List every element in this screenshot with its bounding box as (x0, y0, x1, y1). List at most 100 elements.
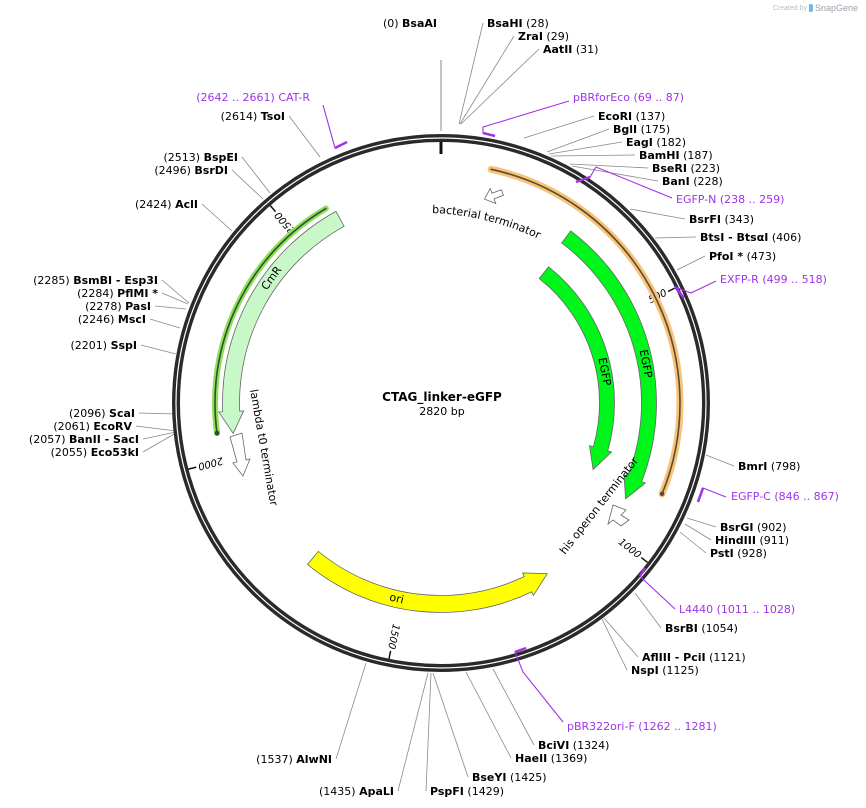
site-label: BamHI (187) (639, 149, 713, 162)
site-label: PfoI * (473) (709, 250, 776, 263)
site-psti[interactable]: PstI (928) (710, 547, 767, 560)
site-afliii[interactable]: AflIII - PciI (1121) (642, 651, 746, 664)
site-label: (2061) EcoRV (53, 420, 132, 433)
primer-label: EGFP-C (846 .. 867) (731, 490, 839, 503)
feature-cmr-line[interactable] (212, 205, 329, 437)
feature-egfp[interactable]: EGFP (538, 266, 615, 471)
site-bgli[interactable]: BglI (175) (613, 123, 670, 136)
snapgene-logo-icon (808, 4, 813, 12)
site-label: AflIII - PciI (1121) (642, 651, 746, 664)
primer-pbr322ori-f[interactable]: pBR322ori-F (1262 .. 1281) (514, 646, 717, 733)
site-label: (2278) PasI (85, 300, 151, 313)
lambda-terminator-label: lambda t0 terminator (247, 388, 280, 507)
site-bsrdi[interactable]: (2496) BsrDI (154, 164, 228, 177)
bacterial-terminator[interactable]: bacterial terminator (432, 185, 545, 242)
tick-mark (388, 650, 392, 659)
site-label: HindIII (911) (715, 534, 789, 547)
site-zrai[interactable]: ZraI (29) (518, 30, 569, 43)
site-ecori[interactable]: EcoRI (137) (598, 110, 665, 123)
site-ecorv[interactable]: (2061) EcoRV (53, 420, 132, 433)
tick-mark (640, 556, 649, 564)
site-label: (1537) AlwNI (256, 753, 332, 766)
plasmid-length: 2820 bp (419, 405, 464, 418)
site-leader-lines (135, 22, 735, 792)
primer-pbrforeco[interactable]: pBRforEco (69 .. 87) (482, 91, 684, 138)
site-bamhi[interactable]: BamHI (187) (639, 149, 713, 162)
site-bseyi[interactable]: BseYI (1425) (472, 771, 547, 784)
primer-l4440[interactable]: L4440 (1011 .. 1028) (638, 567, 795, 616)
site-pflmi[interactable]: (2284) PflMI * (77, 287, 158, 300)
site-bspei[interactable]: (2513) BspEI (164, 151, 239, 164)
site-alwni[interactable]: (1537) AlwNI (256, 753, 332, 766)
site-bsmbi[interactable]: (2285) BsmBI - Esp3I (33, 274, 158, 287)
site-label: EcoRI (137) (598, 110, 665, 123)
site-btsi[interactable]: BtsI - BtsαI (406) (700, 231, 801, 244)
site-pasi[interactable]: (2278) PasI (85, 300, 151, 313)
site-label: (0) BsaAI (383, 17, 437, 30)
site-bsrbi[interactable]: BsrBI (1054) (665, 622, 738, 635)
site-eagi[interactable]: EagI (182) (626, 136, 686, 149)
site-bsahi[interactable]: BsaHI (28) (487, 17, 549, 30)
feature-egfp[interactable]: EGFP (561, 230, 657, 500)
site-pspfi[interactable]: PspFI (1429) (430, 785, 504, 798)
site-msci[interactable]: (2246) MscI (78, 313, 146, 326)
site-banii[interactable]: (2057) BanII - SacI (29, 433, 139, 446)
feature-label: EGFP (595, 356, 613, 387)
site-bseri[interactable]: BseRI (223) (652, 162, 720, 175)
primer-egfp-c[interactable]: EGFP-C (846 .. 867) (696, 487, 839, 503)
site-bani[interactable]: BanI (228) (662, 175, 723, 188)
site-eco53ki[interactable]: (2055) Eco53kI (51, 446, 139, 459)
site-bsaai[interactable]: (0) BsaAI (383, 17, 437, 30)
site-label: (2246) MscI (78, 313, 146, 326)
site-label: (2201) SspI (70, 339, 137, 352)
site-label: PspFI (1429) (430, 785, 504, 798)
site-bcivi[interactable]: BciVI (1324) (538, 739, 609, 752)
site-label: BsaHI (28) (487, 17, 549, 30)
site-label: BsrGI (902) (720, 521, 787, 534)
primer-label: pBR322ori-F (1262 .. 1281) (567, 720, 717, 733)
tick-mark (188, 466, 197, 470)
site-label: BsrBI (1054) (665, 622, 738, 635)
primer-cat-r[interactable]: (2642 .. 2661) CAT-R (196, 91, 348, 150)
primer-label: pBRforEco (69 .. 87) (573, 91, 684, 104)
site-label: (2513) BspEI (164, 151, 239, 164)
site-label: BmrI (798) (738, 460, 800, 473)
site-label: (2284) PflMI * (77, 287, 158, 300)
site-bsrfi[interactable]: BsrFI (343) (689, 213, 754, 226)
site-scai[interactable]: (2096) ScaI (69, 407, 135, 420)
site-pfoi[interactable]: PfoI * (473) (709, 250, 776, 263)
feature-label: ori (388, 591, 405, 607)
feature-ori[interactable]: ori (306, 550, 548, 613)
site-nspi[interactable]: NspI (1125) (631, 664, 699, 677)
site-acli[interactable]: (2424) AclI (135, 198, 198, 211)
site-label: (2614) TsoI (221, 110, 285, 123)
plasmid-name: CTAG_linker-eGFP (382, 390, 502, 405)
primers: (2642 .. 2661) CAT-R pBRforEco (69 .. 87)… (196, 91, 839, 733)
site-aatii[interactable]: AatII (31) (543, 43, 598, 56)
site-apali[interactable]: (1435) ApaLI (319, 785, 394, 798)
site-label: BseRI (223) (652, 162, 720, 175)
site-label: ZraI (29) (518, 30, 569, 43)
site-label: (2055) Eco53kI (51, 446, 139, 459)
primer-egfp-n[interactable]: EGFP-N (238 .. 259) (575, 166, 784, 206)
site-label: BtsI - BtsαI (406) (700, 231, 801, 244)
tick-mark (269, 205, 277, 213)
site-label: BsrFI (343) (689, 213, 754, 226)
tick-label: 2000 (197, 454, 224, 471)
site-tsoi[interactable]: (2614) TsoI (221, 110, 285, 123)
site-haeii[interactable]: HaeII (1369) (515, 752, 587, 765)
site-sspi[interactable]: (2201) SspI (70, 339, 137, 352)
primer-exfp-r[interactable]: EXFP-R (499 .. 518) (673, 273, 827, 299)
plasmid-title: CTAG_linker-eGFP 2820 bp (382, 390, 502, 418)
feature-orange[interactable] (487, 165, 684, 498)
site-label: BseYI (1425) (472, 771, 547, 784)
snapgene-credit: Created by SnapGene (773, 3, 858, 13)
tick-label: 1000 (616, 537, 643, 561)
site-bmri[interactable]: BmrI (798) (738, 460, 800, 473)
site-labels: (0) BsaAI BsaHI (28)ZraI (29)AatII (31) Ec… (29, 17, 802, 798)
site-hindiii[interactable]: HindIII (911) (715, 534, 789, 547)
site-label: NspI (1125) (631, 664, 699, 677)
site-bsrgi[interactable]: BsrGI (902) (720, 521, 787, 534)
primer-label: L4440 (1011 .. 1028) (679, 603, 795, 616)
